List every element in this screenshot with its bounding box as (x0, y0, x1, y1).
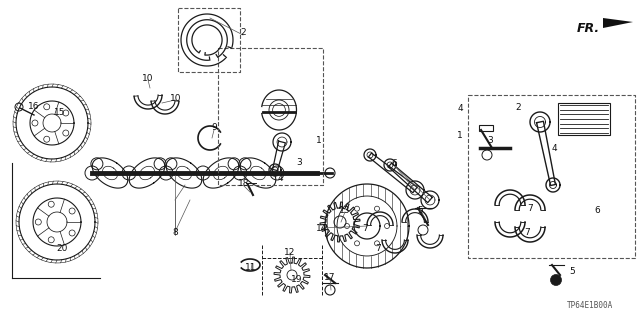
Text: 3: 3 (296, 157, 302, 166)
Text: 2: 2 (240, 28, 246, 36)
Text: 2: 2 (515, 102, 521, 111)
Text: 6: 6 (594, 205, 600, 214)
Text: 16: 16 (28, 101, 40, 110)
Polygon shape (603, 18, 633, 28)
Text: 15: 15 (54, 108, 66, 116)
Text: 10: 10 (142, 74, 154, 83)
Text: 19: 19 (291, 276, 303, 284)
Text: 9: 9 (211, 123, 217, 132)
Text: 7: 7 (527, 204, 533, 212)
Text: 7: 7 (362, 223, 368, 233)
Text: 1: 1 (316, 135, 322, 145)
Circle shape (550, 275, 561, 285)
Text: 17: 17 (324, 273, 336, 282)
Bar (558, 103, 610, 135)
Text: 18: 18 (238, 179, 250, 188)
Text: 11: 11 (245, 263, 257, 273)
Text: 5: 5 (417, 205, 423, 214)
Text: 12: 12 (284, 247, 296, 257)
Text: 8: 8 (172, 228, 178, 236)
Text: TP64E1B00A: TP64E1B00A (567, 300, 613, 309)
Text: 1: 1 (457, 131, 463, 140)
Text: 4: 4 (457, 103, 463, 113)
Text: 14: 14 (316, 223, 328, 233)
Text: 7: 7 (375, 244, 381, 252)
Text: 4: 4 (551, 143, 557, 153)
Text: 20: 20 (56, 244, 68, 252)
Text: 6: 6 (391, 158, 397, 167)
Text: 10: 10 (170, 93, 182, 102)
Bar (479, 125, 493, 131)
Text: 5: 5 (569, 268, 575, 276)
Text: 3: 3 (487, 135, 493, 145)
Text: 4: 4 (277, 173, 283, 182)
Text: FR.: FR. (577, 21, 600, 35)
Text: 13: 13 (339, 205, 351, 214)
Text: 7: 7 (524, 228, 530, 236)
